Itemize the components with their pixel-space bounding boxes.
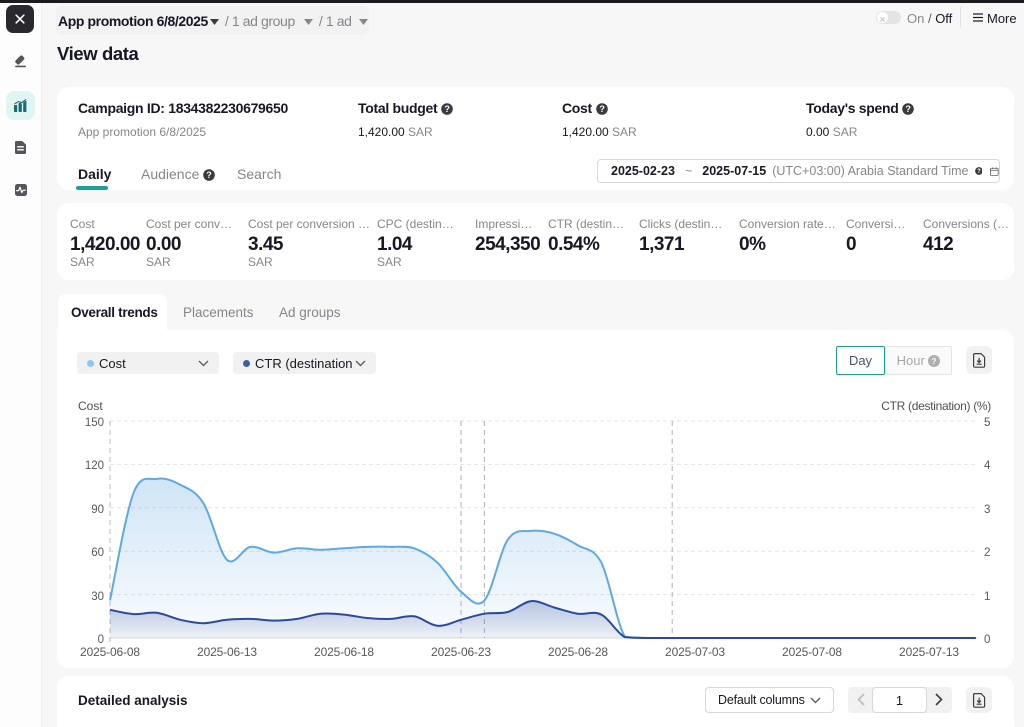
svg-text:2025-06-18: 2025-06-18 [314, 645, 374, 659]
svg-text:0: 0 [984, 634, 990, 646]
svg-text:120: 120 [85, 460, 104, 472]
svg-text:2025-06-13: 2025-06-13 [197, 645, 257, 659]
svg-text:150: 150 [85, 417, 104, 429]
svg-text:2025-07-03: 2025-07-03 [665, 645, 725, 659]
svg-text:?: ? [444, 104, 449, 114]
svg-text:?: ? [977, 169, 981, 175]
svg-text:4: 4 [984, 460, 991, 472]
svg-text:2025-07-08: 2025-07-08 [782, 645, 842, 659]
svg-text:5: 5 [984, 417, 990, 429]
svg-text:Cost: Cost [78, 399, 103, 413]
svg-text:2025-07-13: 2025-07-13 [899, 645, 959, 659]
svg-text:1: 1 [984, 591, 990, 603]
svg-text:CTR (destination) (%): CTR (destination) (%) [881, 399, 991, 413]
svg-text:2025-06-08: 2025-06-08 [80, 645, 140, 659]
svg-text:60: 60 [91, 547, 104, 559]
svg-text:?: ? [932, 356, 937, 365]
svg-text:?: ? [207, 170, 213, 180]
svg-text:0: 0 [98, 634, 104, 646]
svg-text:2025-06-23: 2025-06-23 [431, 645, 491, 659]
svg-text:30: 30 [91, 591, 104, 603]
svg-text:?: ? [906, 104, 911, 114]
svg-text:?: ? [599, 104, 604, 114]
svg-text:90: 90 [91, 504, 104, 516]
svg-text:2: 2 [984, 547, 990, 559]
svg-text:2025-06-28: 2025-06-28 [548, 645, 608, 659]
svg-text:3: 3 [984, 504, 990, 516]
